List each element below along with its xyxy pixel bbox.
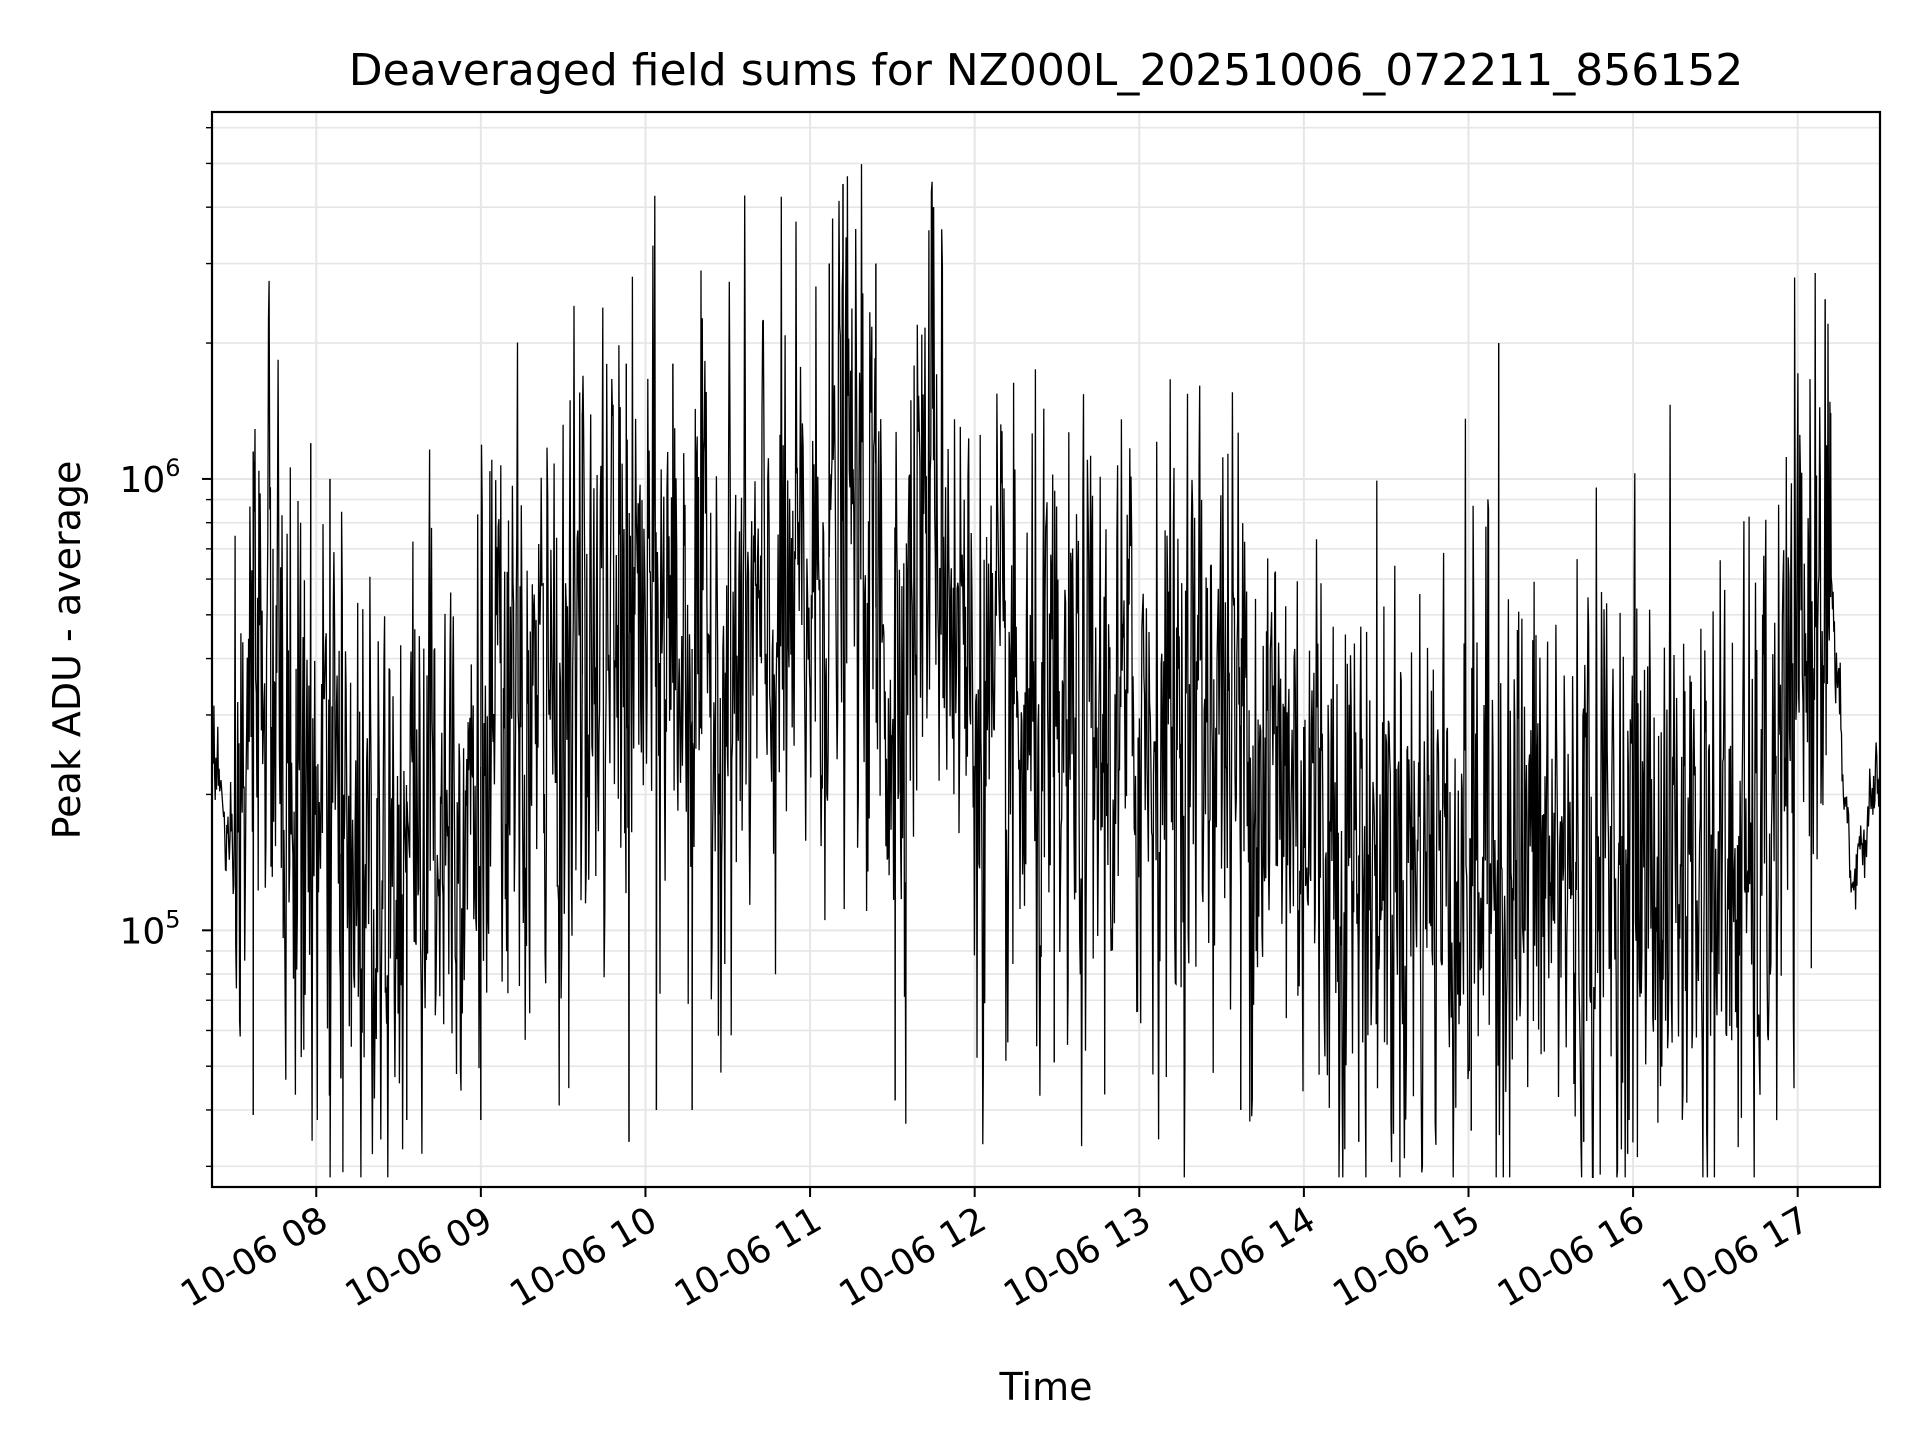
y-axis-label: Peak ADU - average [45,461,89,840]
x-axis-label: Time [999,1365,1093,1409]
plot-frame [210,110,1882,1189]
chart-title: Deaveraged field sums for NZ000L_2025100… [349,45,1743,96]
y-tick-label: 105 [119,905,180,952]
data-layer [211,164,1881,1179]
y-tick-label: 106 [119,454,180,501]
series-line [211,164,1881,1179]
